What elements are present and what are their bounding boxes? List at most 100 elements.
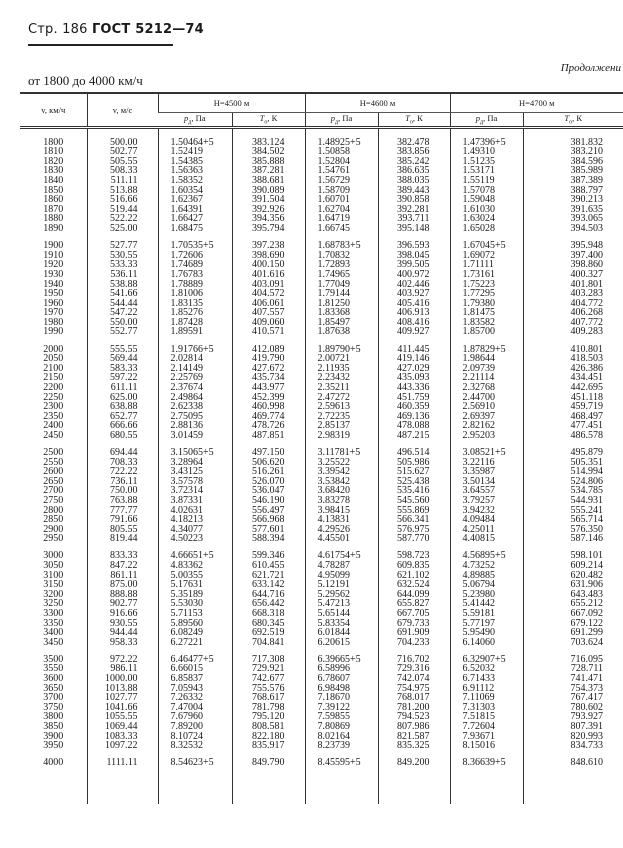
- table-row: 2800 777.77 4.02631 556.497 3.98415 555.869 3.…: [20, 505, 623, 516]
- cell-pressure-4600: 1.68783+5: [304, 241, 378, 251]
- cell-pressure-4600: 4.29526: [304, 524, 378, 535]
- cell-pressure-4500: 6.08249: [157, 628, 232, 638]
- cell-temp-4500: 656.442: [231, 599, 305, 609]
- cell-pressure-4700: 1.81475: [449, 308, 523, 318]
- cell-temp-4600: 835.325: [377, 741, 450, 751]
- cell-pressure-4600: 1.60701: [304, 195, 378, 205]
- cell-temp-4600: 515.627: [377, 467, 450, 477]
- spacer-cell: [449, 750, 523, 759]
- cell-pressure-4700: 2.09739: [449, 363, 523, 374]
- cell-temp-4500: 768.617: [231, 693, 305, 703]
- cell-temp-4600: 729.316: [377, 664, 450, 675]
- spacer-cell: [231, 767, 305, 804]
- cell-speed-kmh: 2950: [43, 533, 64, 545]
- cell-speed-kmh: 3050: [43, 560, 64, 572]
- cell-pressure-4500: 5.00355: [157, 570, 232, 581]
- cell-speed-ms: 930.55: [86, 618, 158, 629]
- cell-temp-4500: 516.261: [231, 467, 305, 477]
- cell-temp-4500: 644.716: [231, 590, 305, 600]
- cell-temp-4600: 716.702: [377, 655, 450, 665]
- cell-temp-4500: 692.519: [231, 628, 305, 638]
- cell-temp-4700: 486.578: [522, 431, 623, 441]
- cell-pressure-4600: 4.13831: [304, 515, 378, 525]
- cell-temp-4700: 393.065: [522, 214, 623, 225]
- cell-pressure-4500: 7.89200: [157, 722, 232, 732]
- cell-temp-4700: 401.801: [522, 279, 623, 290]
- cell-pressure-4700: 1.67045+5: [449, 241, 523, 251]
- table-row: 1850 513.88 1.60354 390.089 1.58709 389.443 1.…: [20, 185, 623, 196]
- cell-temp-4600: 794.523: [377, 712, 450, 723]
- cell-speed-kmh: 3150: [43, 579, 64, 591]
- cell-pressure-4600: 3.11781+5: [304, 448, 378, 458]
- cell-pressure-4500: 1.91766+5: [157, 344, 232, 355]
- symbol-index: д: [188, 119, 192, 126]
- cell-temp-4500: 487.851: [231, 431, 305, 441]
- cell-speed-ms: 750.00: [86, 486, 158, 496]
- spacer-cell: [231, 233, 305, 242]
- cell-speed-ms: 847.22: [86, 561, 158, 571]
- cell-pressure-4500: 1.85276: [157, 308, 232, 318]
- table-row: 2500 694.44 3.15065+5 497.150 3.11781+5 496.5…: [20, 448, 623, 458]
- spacer-cell: [522, 767, 623, 804]
- cell-temp-4600: 408.416: [377, 318, 450, 328]
- cell-temp-4500: 383.124: [231, 137, 305, 148]
- cell-pressure-4600: 2.47272: [304, 392, 378, 403]
- cell-pressure-4500: 5.17631: [157, 580, 232, 590]
- table-row: 3400 944.44 6.08249 692.519 6.01844 691.909 5.…: [20, 628, 623, 638]
- cell-speed-kmh: 2000: [43, 343, 64, 355]
- cell-temp-4700: 397.400: [522, 250, 623, 261]
- cell-pressure-4700: 7.11069: [449, 693, 523, 703]
- cell-speed-kmh: 2300: [43, 401, 64, 413]
- spacer-cell: [86, 543, 158, 552]
- table-row: 2650 736.11 3.57578 526.070 3.53842 525.438 3.…: [20, 476, 623, 487]
- cell-speed-kmh: 3350: [43, 617, 64, 629]
- unit: , Па: [338, 113, 353, 123]
- cell-pressure-4600: 5.47213: [304, 599, 378, 609]
- cell-pressure-4600: 7.59855: [304, 712, 378, 723]
- cell-temp-4700: 620.482: [522, 570, 623, 581]
- cell-temp-4500: 384.502: [231, 147, 305, 157]
- cell-pressure-4700: 2.95203: [449, 431, 523, 441]
- cell-temp-4500: 566.968: [231, 515, 305, 525]
- table-row: 1960 544.44 1.83135 406.061 1.81250 405.416 1.…: [20, 298, 623, 309]
- cell-pressure-4700: 2.82162: [449, 421, 523, 431]
- cell-temp-4700: 807.391: [522, 722, 623, 732]
- cell-pressure-4700: 5.95490: [449, 628, 523, 638]
- cell-pressure-4600: 5.65144: [304, 609, 378, 619]
- table-row: 2150 597.22 2.25769 435.734 2.23432 435.093 2.…: [20, 373, 623, 383]
- spacer-cell: [449, 647, 523, 655]
- cell-pressure-4500: 7.26332: [157, 693, 232, 703]
- header-height-3: H=4700 м: [449, 93, 623, 113]
- cell-pressure-4500: 1.58352: [157, 176, 232, 186]
- cell-speed-ms: 1041.66: [86, 703, 158, 713]
- data-table: v, км/ч v, м/с H=4500 м H=4600 м H=4700 …: [20, 92, 623, 804]
- cell-temp-4700: 565.714: [522, 515, 623, 525]
- row-spacer: [20, 767, 623, 804]
- cell-pressure-4700: 1.87829+5: [449, 344, 523, 355]
- cell-temp-4600: 496.514: [377, 448, 450, 458]
- cell-pressure-4700: 4.25011: [449, 524, 523, 535]
- spacer-cell: [157, 767, 232, 804]
- cell-temp-4700: 426.386: [522, 363, 623, 374]
- header-pressure: pд, Па: [158, 113, 232, 128]
- cell-temp-4500: 577.601: [231, 524, 305, 535]
- cell-temp-4600: 386.635: [377, 166, 450, 177]
- cell-pressure-4600: 6.58996: [304, 664, 378, 675]
- spacer-cell: [377, 543, 450, 552]
- cell-temp-4700: 631.906: [522, 580, 623, 590]
- cell-speed-ms: 533.33: [86, 260, 158, 270]
- cell-pressure-4600: 3.98415: [304, 505, 378, 516]
- cell-speed-ms: 508.33: [86, 166, 158, 177]
- cell-temp-4600: 644.099: [377, 590, 450, 600]
- standard-number: ГОСТ 5212—74: [91, 22, 204, 37]
- cell-speed-kmh: 3450: [43, 636, 64, 648]
- cell-temp-4600: 478.088: [377, 421, 450, 431]
- cell-pressure-4700: 4.09484: [449, 515, 523, 525]
- spacer-cell: [377, 750, 450, 759]
- table-row: 2300 638.88 2.62338 460.998 2.59613 460.359 2.…: [20, 402, 623, 412]
- cell-temp-4700: 505.351: [522, 457, 623, 468]
- cell-pressure-4500: 1.66427: [157, 214, 232, 225]
- table-row: 3800 1055.55 7.67960 795.120 7.59855 794.523 7…: [20, 712, 623, 723]
- cell-speed-ms: 861.11: [86, 570, 158, 581]
- spacer-cell: [304, 647, 378, 655]
